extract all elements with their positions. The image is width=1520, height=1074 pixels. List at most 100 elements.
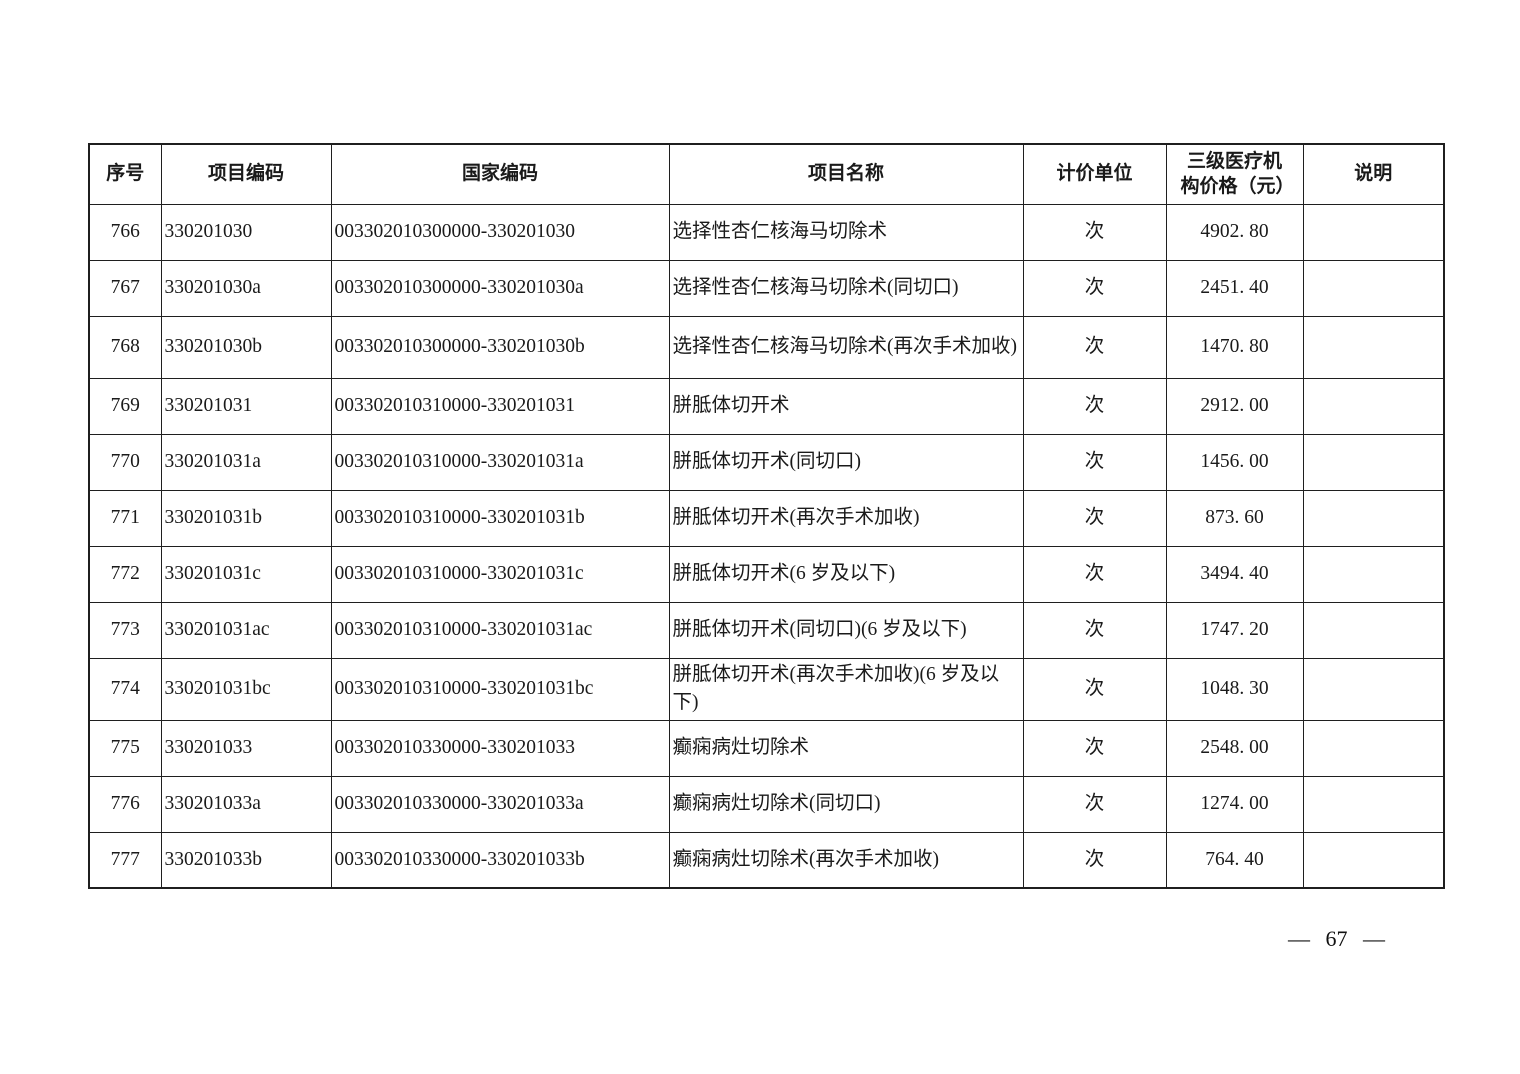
seq-cell: 776 <box>88 775 162 833</box>
unit-cell: 次 <box>1022 315 1167 379</box>
table-row: 777 330201033b 003302010330000-330201033b 癫… <box>88 831 1445 889</box>
national-code-cell: 003302010330000-330201033a <box>330 775 670 833</box>
unit-cell: 次 <box>1022 831 1167 889</box>
national-code-cell: 003302010310000-330201031 <box>330 377 670 435</box>
seq-cell: 768 <box>88 315 162 379</box>
seq-cell: 777 <box>88 831 162 889</box>
price-cell: 1747. 20 <box>1165 601 1304 659</box>
price-cell: 1456. 00 <box>1165 433 1304 491</box>
price-cell: 4902. 80 <box>1165 203 1304 261</box>
code-cell: 330201031c <box>160 545 332 603</box>
seq-cell: 772 <box>88 545 162 603</box>
note-cell <box>1302 719 1445 777</box>
price-cell: 1470. 80 <box>1165 315 1304 379</box>
price-table: 序号 项目编码 国家编码 项目名称 计价单位 三级医疗机构价格（元） 说明 76… <box>88 143 1445 889</box>
unit-cell: 次 <box>1022 489 1167 547</box>
note-cell <box>1302 831 1445 889</box>
unit-cell: 次 <box>1022 259 1167 317</box>
unit-cell: 次 <box>1022 775 1167 833</box>
national-code-cell: 003302010300000-330201030b <box>330 315 670 379</box>
table-row: 769 330201031 003302010310000-330201031 胼胝体… <box>88 377 1445 435</box>
code-cell: 330201030b <box>160 315 332 379</box>
national-code-cell: 003302010300000-330201030a <box>330 259 670 317</box>
price-cell: 2548. 00 <box>1165 719 1304 777</box>
national-code-cell: 003302010300000-330201030 <box>330 203 670 261</box>
seq-cell: 771 <box>88 489 162 547</box>
price-cell: 2451. 40 <box>1165 259 1304 317</box>
note-cell <box>1302 545 1445 603</box>
code-cell: 330201030a <box>160 259 332 317</box>
code-cell: 330201033b <box>160 831 332 889</box>
table-row: 768 330201030b 003302010300000-330201030b 选… <box>88 315 1445 379</box>
seq-cell: 769 <box>88 377 162 435</box>
note-cell <box>1302 489 1445 547</box>
unit-cell: 次 <box>1022 719 1167 777</box>
seq-cell: 767 <box>88 259 162 317</box>
table-row: 775 330201033 003302010330000-330201033 癫痫病… <box>88 719 1445 777</box>
name-cell: 选择性杏仁核海马切除术(再次手术加收) <box>668 315 1024 379</box>
national-code-cell: 003302010310000-330201031bc <box>330 657 670 721</box>
table-row: 776 330201033a 003302010330000-330201033a 癫… <box>88 775 1445 833</box>
table-row: 770 330201031a 003302010310000-330201031a 胼… <box>88 433 1445 491</box>
header-code: 项目编码 <box>160 143 332 205</box>
name-cell: 癫痫病灶切除术 <box>668 719 1024 777</box>
code-cell: 330201031 <box>160 377 332 435</box>
page-number: — 67 — <box>1288 926 1385 951</box>
code-cell: 330201031b <box>160 489 332 547</box>
name-cell: 胼胝体切开术(再次手术加收)(6 岁及以下) <box>668 657 1024 721</box>
national-code-cell: 003302010330000-330201033 <box>330 719 670 777</box>
name-cell: 选择性杏仁核海马切除术(同切口) <box>668 259 1024 317</box>
national-code-cell: 003302010310000-330201031ac <box>330 601 670 659</box>
national-code-cell: 003302010310000-330201031a <box>330 433 670 491</box>
code-cell: 330201030 <box>160 203 332 261</box>
unit-cell: 次 <box>1022 377 1167 435</box>
unit-cell: 次 <box>1022 545 1167 603</box>
price-cell: 1274. 00 <box>1165 775 1304 833</box>
price-cell: 764. 40 <box>1165 831 1304 889</box>
seq-cell: 775 <box>88 719 162 777</box>
price-cell: 873. 60 <box>1165 489 1304 547</box>
seq-cell: 766 <box>88 203 162 261</box>
price-cell: 2912. 00 <box>1165 377 1304 435</box>
table-header-row: 序号 项目编码 国家编码 项目名称 计价单位 三级医疗机构价格（元） 说明 <box>88 143 1445 205</box>
header-unit: 计价单位 <box>1022 143 1167 205</box>
header-price: 三级医疗机构价格（元） <box>1165 143 1304 205</box>
name-cell: 胼胝体切开术(6 岁及以下) <box>668 545 1024 603</box>
header-national-code: 国家编码 <box>330 143 670 205</box>
header-note: 说明 <box>1302 143 1445 205</box>
seq-cell: 773 <box>88 601 162 659</box>
name-cell: 胼胝体切开术(再次手术加收) <box>668 489 1024 547</box>
note-cell <box>1302 775 1445 833</box>
header-seq: 序号 <box>88 143 162 205</box>
table-row: 772 330201031c 003302010310000-330201031c 胼… <box>88 545 1445 603</box>
note-cell <box>1302 377 1445 435</box>
note-cell <box>1302 203 1445 261</box>
note-cell <box>1302 315 1445 379</box>
code-cell: 330201031bc <box>160 657 332 721</box>
unit-cell: 次 <box>1022 657 1167 721</box>
code-cell: 330201031a <box>160 433 332 491</box>
unit-cell: 次 <box>1022 203 1167 261</box>
note-cell <box>1302 601 1445 659</box>
table-row: 766 330201030 003302010300000-330201030 选择性… <box>88 203 1445 261</box>
name-cell: 胼胝体切开术(同切口) <box>668 433 1024 491</box>
table-row: 771 330201031b 003302010310000-330201031b 胼… <box>88 489 1445 547</box>
code-cell: 330201033 <box>160 719 332 777</box>
name-cell: 癫痫病灶切除术(同切口) <box>668 775 1024 833</box>
national-code-cell: 003302010330000-330201033b <box>330 831 670 889</box>
price-cell: 3494. 40 <box>1165 545 1304 603</box>
note-cell <box>1302 657 1445 721</box>
national-code-cell: 003302010310000-330201031b <box>330 489 670 547</box>
name-cell: 癫痫病灶切除术(再次手术加收) <box>668 831 1024 889</box>
national-code-cell: 003302010310000-330201031c <box>330 545 670 603</box>
table-body: 766 330201030 003302010300000-330201030 选择性… <box>88 203 1445 889</box>
header-name: 项目名称 <box>668 143 1024 205</box>
note-cell <box>1302 433 1445 491</box>
unit-cell: 次 <box>1022 433 1167 491</box>
note-cell <box>1302 259 1445 317</box>
seq-cell: 774 <box>88 657 162 721</box>
name-cell: 胼胝体切开术(同切口)(6 岁及以下) <box>668 601 1024 659</box>
price-cell: 1048. 30 <box>1165 657 1304 721</box>
table-row: 773 330201031ac 003302010310000-330201031a… <box>88 601 1445 659</box>
name-cell: 胼胝体切开术 <box>668 377 1024 435</box>
